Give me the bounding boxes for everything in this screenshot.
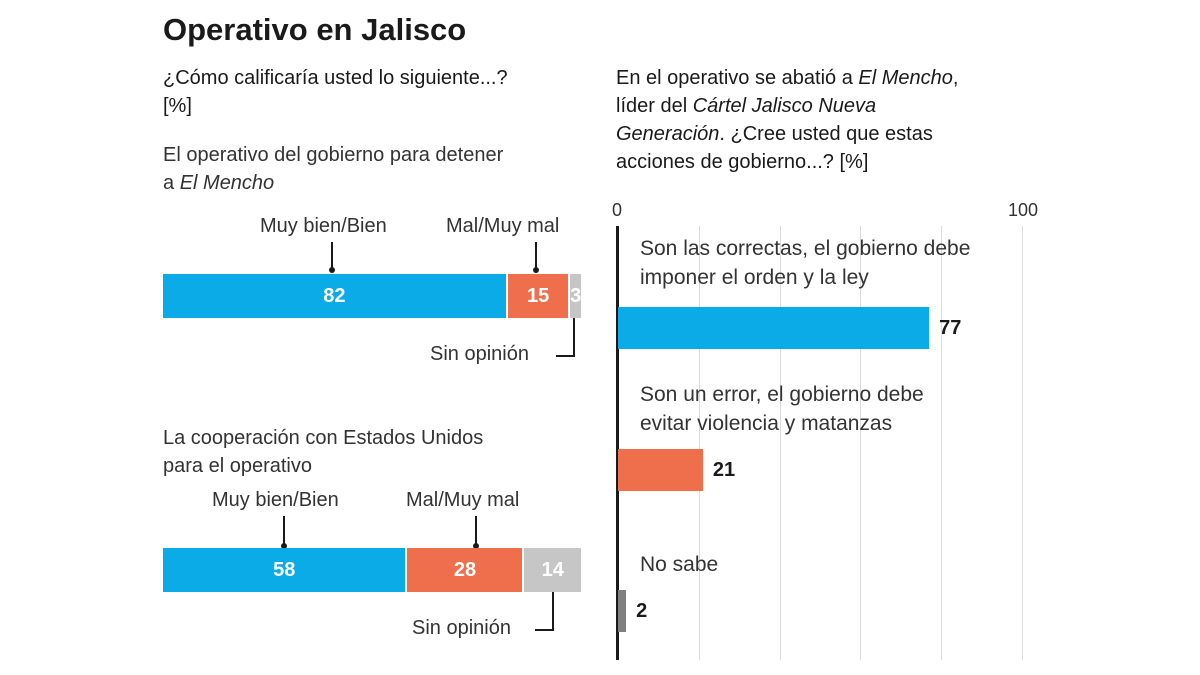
item1-none-leader	[573, 318, 575, 356]
rq2-pre: líder del	[616, 95, 693, 117]
item1-none-leader-h	[556, 355, 575, 357]
right-bar-3	[618, 590, 627, 632]
bar-value-label: 58	[273, 558, 296, 581]
bar-value-label: 82	[323, 284, 346, 307]
gridline-40	[779, 226, 781, 660]
item2-label-line1: La cooperación con Estados Unidos	[163, 427, 484, 449]
bar-segment-good: 58	[163, 548, 406, 592]
item1-label-line1: El operativo del gobierno para detener	[163, 144, 504, 166]
right-category-1-line1: Son las correctas, el gobierno debe	[640, 237, 971, 260]
item2-good-dot	[281, 543, 287, 549]
right-axis-line	[616, 226, 619, 660]
gridline-100	[1022, 226, 1023, 660]
right-category-2-line2: evitar violencia y matanzas	[640, 412, 893, 435]
right-question-line3: Generación. ¿Cree usted que estas	[616, 120, 1056, 148]
item1-label-line2: a El Mencho	[163, 169, 603, 197]
gridline-80	[941, 226, 943, 660]
rq3-it: Generación	[616, 123, 720, 145]
right-category-1-line2: imponer el orden y la ley	[640, 266, 869, 289]
item2-label-line2: para el operativo	[163, 455, 312, 477]
right-bar-1	[618, 307, 930, 349]
rq2-it: Cártel Jalisco Nueva	[692, 95, 877, 117]
rq1-pre: En el operativo se abatió a	[616, 67, 859, 89]
item1-label: El operativo del gobierno para detener a…	[163, 141, 603, 197]
item1-bad-dot	[533, 267, 539, 273]
right-bar-2	[618, 449, 703, 491]
item2-good-leader	[283, 516, 285, 546]
bar-segment-bad: 15	[505, 274, 569, 318]
axis-label-min: 0	[612, 200, 623, 220]
item1-legend-none: Sin opinión	[430, 343, 529, 365]
bar-value-label: 28	[453, 558, 477, 581]
right-bar-value-3: 2	[636, 600, 648, 622]
right-category-1: Son las correctas, el gobierno debe impo…	[640, 234, 1040, 292]
right-category-3-line1: No sabe	[640, 553, 719, 576]
right-category-2-line1: Son un error, el gobierno debe	[640, 383, 924, 406]
item2-none-leader-h	[535, 629, 554, 631]
item1-stacked-bar: 82 15 3	[163, 274, 581, 318]
item2-legend-good: Muy bien/Bien	[212, 489, 339, 511]
gridline-60	[860, 226, 862, 660]
item1-label-italic: El Mencho	[179, 172, 275, 194]
right-question-line2: líder del Cártel Jalisco Nueva	[616, 92, 1056, 120]
left-question: ¿Cómo calificaría usted lo siguiente...?…	[163, 64, 603, 120]
rq1-post: ,	[952, 67, 959, 89]
right-question-line1: En el operativo se abatió a El Mencho,	[616, 64, 1056, 92]
item1-legend-bad: Mal/Muy mal	[446, 215, 560, 237]
bar-value-label: 15	[526, 284, 550, 307]
right-category-3: No sabe	[640, 550, 1040, 579]
rq1-it: El Mencho	[858, 67, 953, 89]
item1-good-leader	[331, 242, 333, 270]
item2-label: La cooperación con Estados Unidos para e…	[163, 424, 603, 480]
rq3-post: . ¿Cree usted que estas	[719, 123, 933, 145]
item1-bad-leader	[535, 242, 537, 270]
item2-stacked-bar: 58 28 14	[163, 548, 581, 592]
item1-label-prefix: a	[163, 172, 180, 194]
bar-value-label: 14	[541, 558, 564, 581]
bar-segment-good: 82	[163, 274, 506, 318]
item2-legend-none: Sin opinión	[412, 617, 511, 639]
bar-segment-bad: 28	[405, 548, 523, 592]
right-category-2: Son un error, el gobierno debe evitar vi…	[640, 380, 1040, 438]
gridline-20	[698, 226, 700, 660]
item2-legend-bad: Mal/Muy mal	[406, 489, 520, 511]
left-question-unit: [%]	[163, 95, 192, 117]
right-question-line4: acciones de gobierno...? [%]	[616, 151, 869, 173]
bar-segment-none: 3	[568, 274, 581, 318]
bar-value-label: 3	[570, 284, 582, 307]
item1-good-dot	[329, 267, 335, 273]
item2-bad-leader	[475, 516, 477, 546]
item1-legend-good: Muy bien/Bien	[260, 215, 387, 237]
bar-segment-none: 14	[522, 548, 581, 592]
right-question: En el operativo se abatió a El Mencho, l…	[616, 64, 1056, 176]
left-question-text: ¿Cómo calificaría usted lo siguiente...?	[163, 67, 508, 89]
right-bar-value-1: 77	[939, 317, 962, 339]
item2-none-leader	[552, 592, 554, 630]
item2-bad-dot	[473, 543, 479, 549]
chart-title: Operativo en Jalisco	[163, 12, 467, 47]
right-bar-value-2: 21	[712, 459, 736, 481]
axis-label-max: 100	[1008, 200, 1039, 220]
